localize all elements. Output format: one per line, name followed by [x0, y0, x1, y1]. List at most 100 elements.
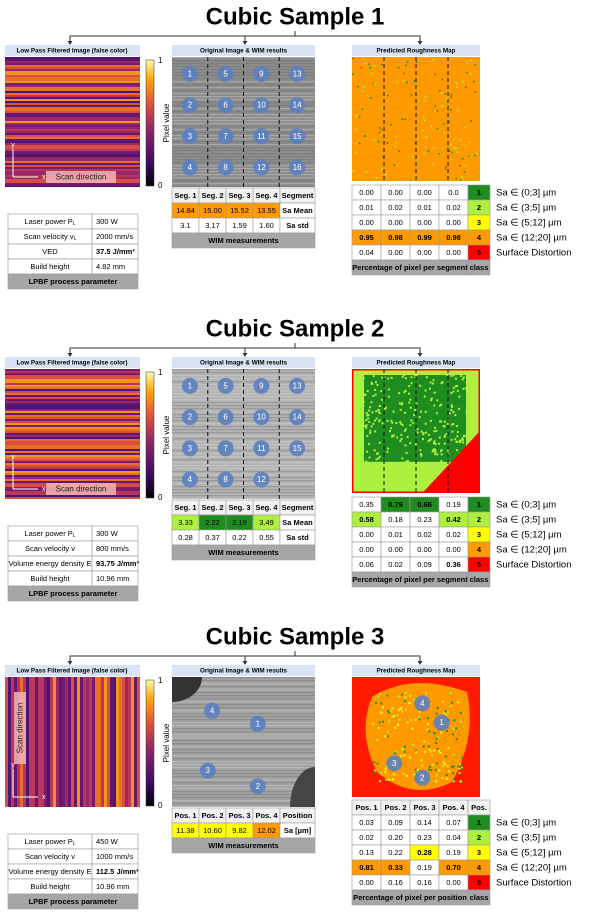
- marker-label: 12: [257, 475, 266, 484]
- page: Cubic Samples body { margin: 0; backgrou…: [0, 0, 589, 916]
- axis-x: x: [42, 174, 46, 181]
- map-speck: [408, 402, 410, 404]
- map-speck: [404, 700, 406, 702]
- map-value: 0.19: [446, 848, 461, 857]
- map-speck: [366, 435, 368, 437]
- map-speck: [382, 107, 384, 109]
- wim-value: 15.00: [203, 206, 222, 215]
- map-value: 0.00: [359, 545, 374, 554]
- map-value: 0.00: [359, 218, 374, 227]
- map-speck: [443, 123, 445, 125]
- map-speck: [407, 721, 409, 723]
- map-value: 0.00: [417, 545, 432, 554]
- arrowhead: [418, 41, 423, 45]
- map-speck: [369, 432, 371, 434]
- image-texture: [172, 492, 315, 493]
- map-speck: [362, 405, 364, 407]
- colorbar-label: Pixel value: [162, 415, 171, 454]
- arrowhead: [68, 41, 73, 45]
- map-speck: [394, 752, 396, 754]
- map-speck: [381, 399, 383, 401]
- class-legend: Sa ∈ (12;20] µm: [496, 545, 567, 556]
- param-label-text: Scan velocity v: [25, 544, 75, 553]
- column-header: Pos. 1: [174, 811, 196, 820]
- class-legend: Sa ∈ (5;12] µm: [496, 218, 562, 229]
- map-speck: [444, 443, 446, 445]
- map-speck: [379, 442, 381, 444]
- image-stripe: [92, 677, 95, 807]
- map-speck: [461, 768, 463, 770]
- map-speck: [369, 406, 371, 408]
- map-speck: [409, 695, 411, 697]
- map-speck: [366, 424, 368, 426]
- class-legend: Sa ∈ (3;5] µm: [496, 515, 556, 526]
- map-value: 0.98: [446, 233, 461, 242]
- map-speck: [405, 692, 407, 694]
- map-speck: [439, 437, 441, 439]
- wim-value: 3.1: [180, 221, 190, 230]
- map-speck: [422, 438, 424, 440]
- image-texture: [172, 752, 315, 753]
- image-stripe: [5, 157, 140, 159]
- arrowhead: [418, 353, 423, 357]
- map-speck: [425, 423, 427, 425]
- panel-header-text: Predicted Roughness Map: [376, 668, 455, 675]
- image-texture: [172, 713, 315, 714]
- map-speck: [470, 73, 472, 75]
- map-value: 0.02: [446, 203, 461, 212]
- image-stripe: [26, 677, 29, 807]
- map-value: 0.04: [359, 248, 374, 257]
- map-speck: [365, 460, 367, 462]
- map-speck: [433, 404, 435, 406]
- map-speck: [386, 451, 388, 453]
- image-texture: [172, 698, 315, 699]
- image-stripe: [5, 495, 140, 497]
- image-stripe: [8, 677, 11, 807]
- map-speck: [372, 423, 374, 425]
- column-header: Seg. 1: [174, 191, 196, 200]
- map-speck: [402, 424, 404, 426]
- map-speck: [450, 96, 452, 98]
- map-speck: [428, 150, 430, 152]
- image: [5, 57, 140, 187]
- class-label: 3: [477, 848, 481, 857]
- map-value: 0.16: [417, 878, 432, 887]
- map-speck: [366, 414, 368, 416]
- image-stripe: [5, 111, 140, 113]
- map-speck: [420, 453, 422, 455]
- image-stripe: [5, 67, 140, 69]
- map-speck: [433, 147, 435, 149]
- map-speck: [435, 769, 437, 771]
- param-label-text: Build height: [30, 574, 70, 583]
- marker-label: 15: [293, 132, 302, 141]
- map-speck: [411, 376, 413, 378]
- image-stripe: [5, 87, 140, 89]
- image-stripe: [5, 411, 140, 413]
- map-speck: [462, 781, 464, 783]
- map-value: 0.36: [446, 560, 461, 569]
- marker-label: 13: [293, 382, 302, 391]
- map-speck: [420, 455, 422, 457]
- marker-label: 3: [188, 444, 193, 453]
- row-label: Sa Mean: [282, 518, 313, 527]
- map-speck: [366, 412, 368, 414]
- map-speck: [450, 144, 452, 146]
- map-speck: [396, 436, 398, 438]
- image-stripe: [5, 107, 140, 109]
- map-speck: [357, 86, 359, 88]
- class-header: class: [470, 575, 489, 584]
- map-speck: [403, 773, 405, 775]
- map-speck: [391, 377, 393, 379]
- param-label-sub: L: [73, 533, 76, 539]
- map-speck: [378, 411, 380, 413]
- image-stripe: [5, 475, 140, 477]
- image-stripe: [71, 677, 74, 807]
- map-speck: [388, 388, 390, 390]
- image-stripe: [5, 63, 140, 65]
- sample-title: Cubic Sample 3: [206, 623, 385, 650]
- image-stripe: [5, 375, 140, 377]
- marker-label: 11: [257, 444, 266, 453]
- map-speck: [439, 752, 441, 754]
- map-speck: [412, 422, 414, 424]
- map-speck: [374, 769, 376, 771]
